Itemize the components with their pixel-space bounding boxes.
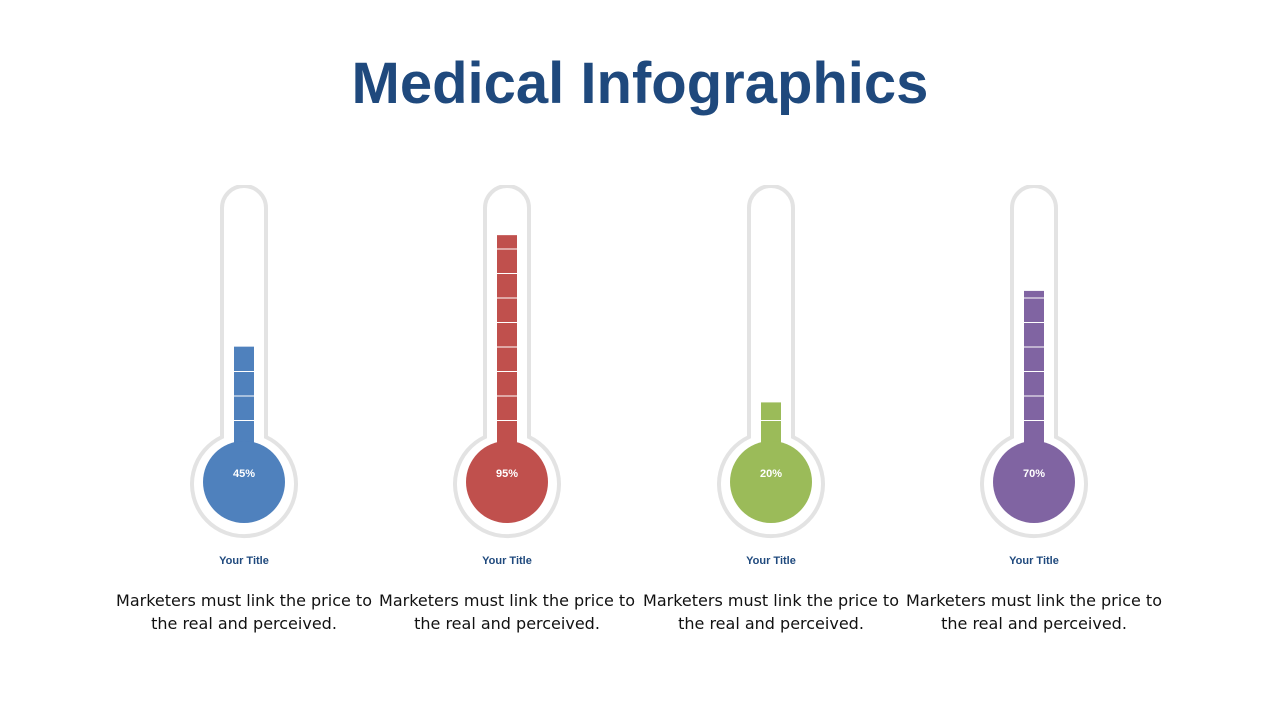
mercury-column — [1024, 290, 1044, 457]
item-title: Your Title — [1009, 555, 1059, 567]
item-description: Marketers must link the price to the rea… — [379, 591, 635, 633]
mercury-column — [497, 235, 517, 457]
thermometer-item-3: 20% Your Title Marketers must link the p… — [641, 185, 901, 655]
mercury-column — [234, 346, 254, 457]
percent-label: 20% — [760, 468, 782, 480]
thermometer-icon: 95% — [453, 185, 561, 539]
thermometer-item-2: 95% Your Title Marketers must link the p… — [377, 185, 637, 655]
percent-label: 70% — [1023, 468, 1045, 480]
thermometer-outline — [717, 185, 825, 539]
item-title: Your Title — [746, 555, 796, 567]
item-description: Marketers must link the price to the rea… — [906, 591, 1162, 633]
thermometer-icon: 70% — [980, 185, 1088, 539]
item-description: Marketers must link the price to the rea… — [116, 591, 372, 633]
thermometer-icon: 20% — [717, 185, 825, 539]
item-title: Your Title — [219, 555, 269, 567]
page-title: Medical Infographics — [351, 51, 929, 116]
percent-label: 95% — [496, 468, 518, 480]
thermometer-bulb — [203, 441, 285, 523]
thermometer-icon: 45% — [190, 185, 298, 539]
item-title: Your Title — [482, 555, 532, 567]
thermometer-item-1: 45% Your Title Marketers must link the p… — [114, 185, 374, 655]
thermometer-bulb — [466, 441, 548, 523]
item-description: Marketers must link the price to the rea… — [643, 591, 899, 633]
thermometer-bulb — [993, 441, 1075, 523]
thermometer-bulb — [730, 441, 812, 523]
thermometer-item-4: 70% Your Title Marketers must link the p… — [904, 185, 1164, 655]
percent-label: 45% — [233, 468, 255, 480]
